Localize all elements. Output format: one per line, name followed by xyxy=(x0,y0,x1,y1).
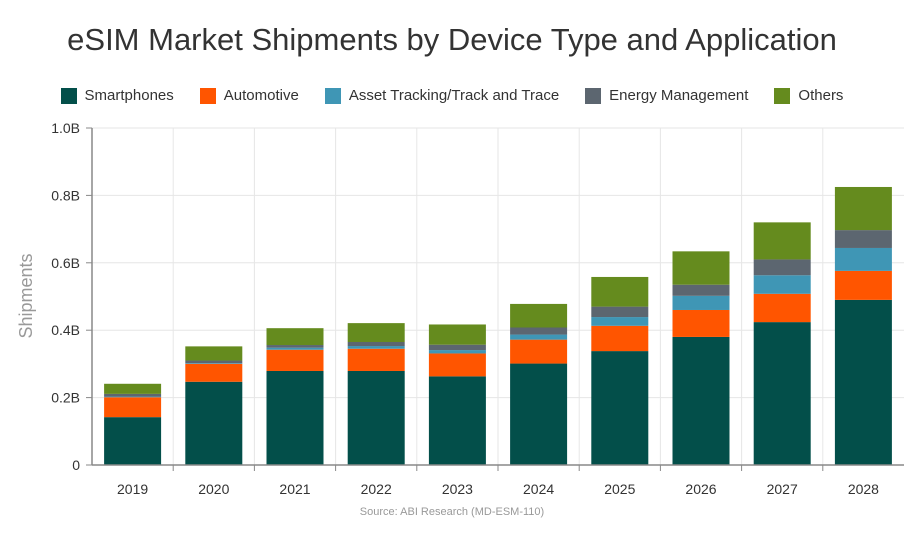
legend-item[interactable]: Asset Tracking/Track and Trace xyxy=(324,87,560,104)
bar-segment-energy-management[interactable] xyxy=(834,230,892,248)
bar-segment-others[interactable] xyxy=(185,346,243,361)
bar-segment-smartphones[interactable] xyxy=(347,370,405,465)
legend-item[interactable]: Smartphones xyxy=(60,87,174,104)
bar-segment-others[interactable] xyxy=(266,328,324,346)
x-tick-label: 2026 xyxy=(685,481,716,497)
bar-segment-smartphones[interactable] xyxy=(185,381,243,465)
bar-segment-others[interactable] xyxy=(753,222,811,260)
bar-segment-automotive[interactable] xyxy=(266,349,324,371)
y-tick-label: 0.4B xyxy=(51,322,80,338)
bar-segment-automotive[interactable] xyxy=(347,348,405,371)
bar-segment-asset-tracking-track-and-trace[interactable] xyxy=(185,363,243,364)
bar-segment-automotive[interactable] xyxy=(672,309,730,337)
legend-label: Smartphones xyxy=(84,87,174,104)
x-tick-label: 2027 xyxy=(767,481,798,497)
bar-segment-asset-tracking-track-and-trace[interactable] xyxy=(834,247,892,271)
bar-segment-others[interactable] xyxy=(510,303,568,328)
bar-segment-smartphones[interactable] xyxy=(104,417,162,465)
y-tick-label: 0 xyxy=(72,457,80,473)
y-tick-label: 0.2B xyxy=(51,390,80,406)
bar-segment-smartphones[interactable] xyxy=(834,299,892,465)
bar-segment-smartphones[interactable] xyxy=(672,336,730,465)
x-tick-label: 2024 xyxy=(523,481,554,497)
y-axis-label: Shipments xyxy=(16,253,36,338)
legend-label: Automotive xyxy=(223,87,299,104)
y-tick-label: 0.6B xyxy=(51,255,80,271)
x-tick-label: 2021 xyxy=(279,481,310,497)
bar-segment-smartphones[interactable] xyxy=(510,363,568,465)
bar-segment-asset-tracking-track-and-trace[interactable] xyxy=(591,317,649,326)
x-tick-label: 2025 xyxy=(604,481,635,497)
bar-segment-energy-management[interactable] xyxy=(753,259,811,276)
bar-segment-others[interactable] xyxy=(672,251,730,285)
x-tick-label: 2019 xyxy=(117,481,148,497)
x-tick-label: 2022 xyxy=(361,481,392,497)
legend-item[interactable]: Others xyxy=(774,87,843,104)
legend-label: Asset Tracking/Track and Trace xyxy=(348,87,560,104)
bar-segment-energy-management[interactable] xyxy=(672,284,730,296)
bar-segment-automotive[interactable] xyxy=(834,270,892,300)
legend-label: Energy Management xyxy=(609,87,749,104)
x-tick-label: 2028 xyxy=(848,481,879,497)
legend-swatch xyxy=(324,87,341,104)
bar-segment-smartphones[interactable] xyxy=(266,370,324,465)
legend: Smartphones Automotive Asset Tracking/Trac… xyxy=(0,87,904,104)
bar-segment-energy-management[interactable] xyxy=(104,393,162,397)
bar-segment-others[interactable] xyxy=(347,323,405,342)
bar-segment-others[interactable] xyxy=(591,276,649,307)
legend-item[interactable]: Energy Management xyxy=(585,87,748,104)
bar-segment-asset-tracking-track-and-trace[interactable] xyxy=(672,295,730,310)
bar-segment-others[interactable] xyxy=(104,383,162,394)
legend-label: Others xyxy=(798,87,844,104)
bar-segment-automotive[interactable] xyxy=(185,363,243,382)
legend-swatch xyxy=(60,87,77,104)
legend-swatch xyxy=(585,87,602,104)
bar-segment-asset-tracking-track-and-trace[interactable] xyxy=(104,396,162,398)
bar-segment-energy-management[interactable] xyxy=(591,306,649,318)
bar-segment-asset-tracking-track-and-trace[interactable] xyxy=(428,350,486,354)
legend-swatch xyxy=(774,87,791,104)
legend-item[interactable]: Automotive xyxy=(199,87,299,104)
y-tick-label: 1.0B xyxy=(51,120,80,136)
chart-title: eSIM Market Shipments by Device Type and… xyxy=(67,22,837,57)
x-tick-label: 2020 xyxy=(198,481,229,497)
legend-swatch xyxy=(199,87,216,104)
bar-segment-asset-tracking-track-and-trace[interactable] xyxy=(510,334,568,340)
bar-segment-others[interactable] xyxy=(834,186,892,231)
bar-segment-energy-management[interactable] xyxy=(185,360,243,364)
bar-segment-automotive[interactable] xyxy=(510,339,568,364)
bar-segment-smartphones[interactable] xyxy=(428,376,486,465)
bar-segment-automotive[interactable] xyxy=(753,293,811,323)
bar-segment-asset-tracking-track-and-trace[interactable] xyxy=(266,347,324,350)
x-tick-label: 2023 xyxy=(442,481,473,497)
source-note: Source: ABI Research (MD-ESM-110) xyxy=(359,506,545,518)
bar-segment-smartphones[interactable] xyxy=(753,322,811,465)
bar-segment-energy-management[interactable] xyxy=(266,345,324,348)
y-tick-label: 0.8B xyxy=(51,187,80,203)
bar-segment-asset-tracking-track-and-trace[interactable] xyxy=(347,346,405,349)
bar-segment-energy-management[interactable] xyxy=(347,341,405,347)
bar-segment-automotive[interactable] xyxy=(428,353,486,377)
bar-segment-energy-management[interactable] xyxy=(428,344,486,351)
bar-segment-automotive[interactable] xyxy=(104,397,162,418)
bar-segment-asset-tracking-track-and-trace[interactable] xyxy=(753,275,811,294)
bar-segment-others[interactable] xyxy=(428,324,486,345)
bar-segment-automotive[interactable] xyxy=(591,325,649,352)
bar-segment-energy-management[interactable] xyxy=(510,327,568,335)
bar-segment-smartphones[interactable] xyxy=(591,351,649,465)
